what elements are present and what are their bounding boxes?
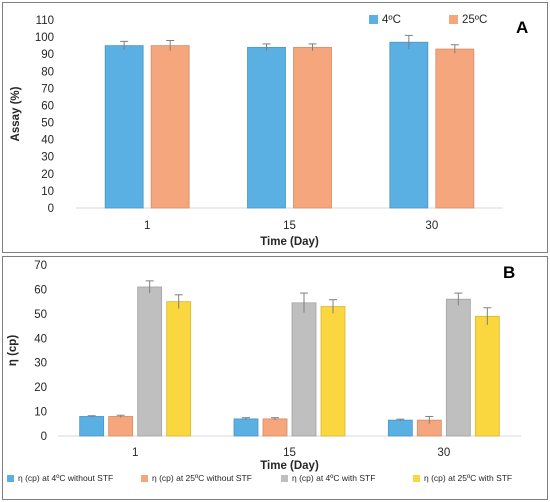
y-tick-label: 100 <box>35 32 54 44</box>
x-tick-label: 1 <box>144 220 150 232</box>
y-tick-label: 80 <box>41 66 54 78</box>
y-tick-label: 30 <box>34 358 47 370</box>
bar <box>108 416 134 437</box>
bar <box>320 306 346 437</box>
chart-b-svg: B 0 10 20 30 40 50 60 70 1 15 30 Time (Day) η (cp) η … <box>7 260 521 483</box>
bar <box>474 315 500 437</box>
legend-swatch <box>141 475 148 482</box>
chart-a-svg: A 0 10 20 30 40 50 60 70 80 90 100 110 1 15 30 Time (Da… <box>10 14 528 248</box>
y-tick-label: 70 <box>41 83 54 95</box>
legend-swatch <box>413 475 420 482</box>
y-tick-label: 60 <box>41 100 54 112</box>
x-tick-label: 15 <box>283 220 296 232</box>
x-tick-label: 30 <box>425 220 438 232</box>
y-tick-label: 90 <box>41 49 54 61</box>
panel-label-b: B <box>503 263 515 282</box>
bar <box>166 301 192 437</box>
x-tick-label: 30 <box>437 447 450 459</box>
bar <box>262 418 288 437</box>
y-tick-label: 110 <box>36 15 54 27</box>
y-tick-label: 20 <box>41 169 54 181</box>
x-tick-label: 1 <box>132 447 138 459</box>
bar <box>150 45 190 209</box>
bar <box>387 419 413 437</box>
y-axis-label: η (cp) <box>7 335 19 366</box>
legend-swatch <box>449 15 458 24</box>
y-tick-label: 60 <box>34 284 47 296</box>
y-tick-label: 50 <box>34 309 47 321</box>
x-axis-label: Time (Day) <box>260 460 319 472</box>
bar <box>233 418 259 437</box>
y-tick-label: 40 <box>34 333 47 345</box>
x-tick-label: 15 <box>283 447 296 459</box>
legend-entry: η (cp) at 25ºC without STF <box>152 473 252 483</box>
y-tick-label: 50 <box>41 118 54 130</box>
bar <box>104 45 144 209</box>
y-tick-label: 0 <box>41 431 47 443</box>
bar <box>137 286 163 437</box>
chart-panel-a: A 0 10 20 30 40 50 60 70 80 90 100 110 1 15 30 Time (Da… <box>2 2 548 253</box>
legend-entry: 4ºC <box>382 14 401 26</box>
legend-entry: η (cp) at 4ºC with STF <box>292 473 375 483</box>
y-tick-label: 40 <box>41 135 54 147</box>
y-tick-label: 20 <box>34 382 47 394</box>
panel-label-a: A <box>516 18 528 37</box>
legend-swatch <box>7 475 14 482</box>
y-tick-label: 0 <box>48 203 54 215</box>
bar <box>291 302 317 437</box>
y-tick-label: 70 <box>34 260 47 272</box>
legend-swatch <box>281 475 288 482</box>
bar <box>79 416 105 437</box>
bar <box>389 41 429 209</box>
bar <box>247 46 286 209</box>
x-axis-label: Time (Day) <box>260 236 319 248</box>
chart-panel-b: B 0 10 20 30 40 50 60 70 1 15 30 Time (Day) η (cp) η … <box>2 256 548 500</box>
bar <box>445 298 471 437</box>
legend-entry: η (cp) at 25ºC with STF <box>424 473 512 483</box>
legend-entry: 25ºC <box>462 14 487 26</box>
y-tick-label: 30 <box>41 152 54 164</box>
y-tick-label: 10 <box>34 407 47 419</box>
y-axis-label: Assay (%) <box>10 86 22 141</box>
bar <box>293 46 332 209</box>
legend-swatch <box>369 15 378 24</box>
y-tick-label: 10 <box>41 186 54 198</box>
legend-entry: η (cp) at 4ºC without STF <box>18 473 113 483</box>
bar <box>435 48 475 209</box>
